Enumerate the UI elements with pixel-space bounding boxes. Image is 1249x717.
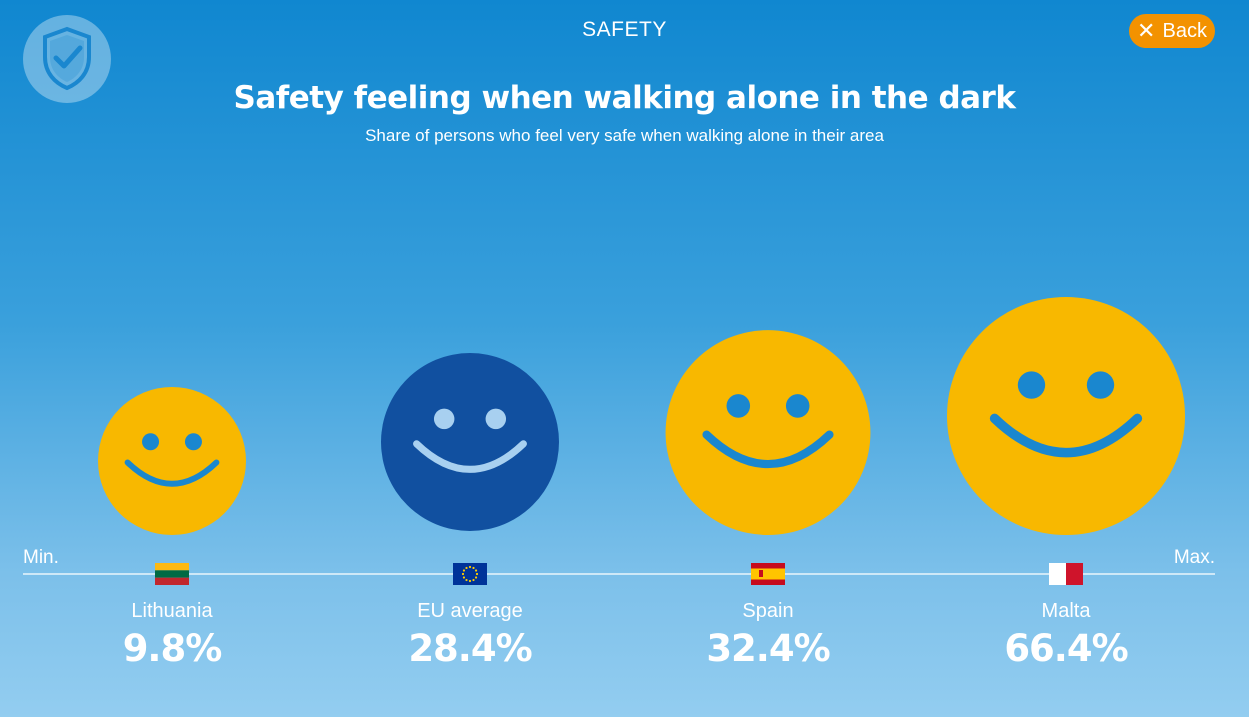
smiley-face (665, 330, 871, 535)
smiley-eye (1017, 371, 1046, 399)
smiley-mouth (413, 440, 527, 473)
value-label: 28.4% (408, 627, 532, 670)
value-label: 9.8% (122, 627, 223, 670)
safety-badge (23, 15, 111, 103)
category-label: EU average (417, 600, 523, 622)
smiley-eu-average (381, 353, 559, 531)
smiley-eye (433, 408, 455, 430)
close-icon: ✕ (1137, 18, 1156, 43)
chart-subtitle: Share of persons who feel very safe when… (365, 126, 884, 145)
section-title: SAFETY (582, 18, 667, 41)
smiley-face (947, 297, 1185, 535)
smiley-eye (485, 408, 507, 430)
category-label: Spain (742, 600, 794, 622)
axis-max-label: Max. (1173, 547, 1215, 568)
axis-min-label: Min. (23, 547, 59, 568)
smiley-face (381, 353, 559, 531)
smiley-mouth (702, 430, 834, 468)
smiley-eye (1086, 371, 1115, 399)
smiley-mouth (989, 413, 1143, 458)
category-label: Lithuania (131, 600, 213, 622)
smiley-lithuania (98, 387, 246, 535)
value-label: 66.4% (1004, 627, 1128, 670)
eu-flag-icon (453, 563, 487, 585)
category-label: Malta (1041, 600, 1091, 622)
shield-check-icon (43, 26, 91, 91)
lithuania-flag-icon (155, 563, 189, 585)
malta-flag-icon (1049, 563, 1083, 585)
smiley-eye (785, 394, 810, 418)
spain-flag-icon (751, 563, 785, 585)
chart-title: Safety feeling when walking alone in the… (233, 80, 1016, 116)
smiley-face (98, 387, 246, 535)
smiley-eye (184, 433, 202, 451)
back-button[interactable]: ✕ Back (1129, 14, 1215, 48)
smiley-malta (947, 297, 1185, 535)
smiley-eye (726, 394, 751, 418)
smiley-eye (142, 433, 160, 451)
back-label: Back (1162, 19, 1207, 42)
smiley-mouth (124, 459, 220, 487)
value-label: 32.4% (706, 627, 830, 670)
smiley-spain (665, 330, 871, 535)
